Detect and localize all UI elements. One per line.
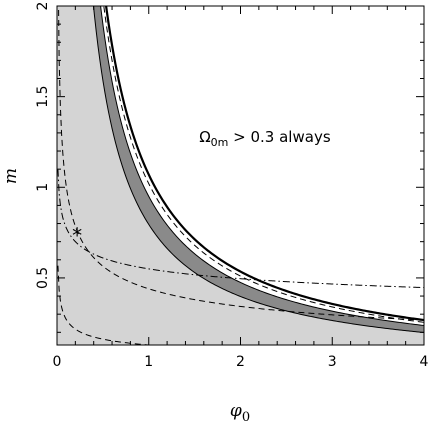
curve-dashdot-3 xyxy=(57,169,424,289)
x-tick-label: 1 xyxy=(144,354,153,370)
curve-dashed-2 xyxy=(57,265,156,345)
y-tick-label: 1 xyxy=(35,183,51,192)
boundary-outer xyxy=(104,6,424,322)
y-tick-label: 0.5 xyxy=(35,267,51,289)
star-marker: * xyxy=(72,224,82,248)
x-axis-label: φ0 xyxy=(230,401,250,422)
x-tick-label: 3 xyxy=(328,354,337,370)
y-tick-label: 1.5 xyxy=(35,86,51,108)
x-tick-label: 2 xyxy=(236,354,245,370)
y-axis-label: m xyxy=(1,168,21,184)
curve-dashed-1 xyxy=(58,6,424,321)
plot-area xyxy=(57,6,424,345)
x-tick-label: 0 xyxy=(53,354,62,370)
curve-dashed-0 xyxy=(103,6,424,323)
region-light xyxy=(57,6,424,345)
x-tick-label: 4 xyxy=(420,354,429,370)
region-dark-band xyxy=(93,6,424,333)
axis-ticks: 0 1 2 3 4 0.5 1 1.5 2 xyxy=(35,2,429,370)
annotation-omega: Ω0m > 0.3 always xyxy=(199,128,331,149)
boundary-middle xyxy=(100,6,424,327)
boundary-inner xyxy=(92,6,424,334)
y-tick-label: 2 xyxy=(35,2,51,11)
